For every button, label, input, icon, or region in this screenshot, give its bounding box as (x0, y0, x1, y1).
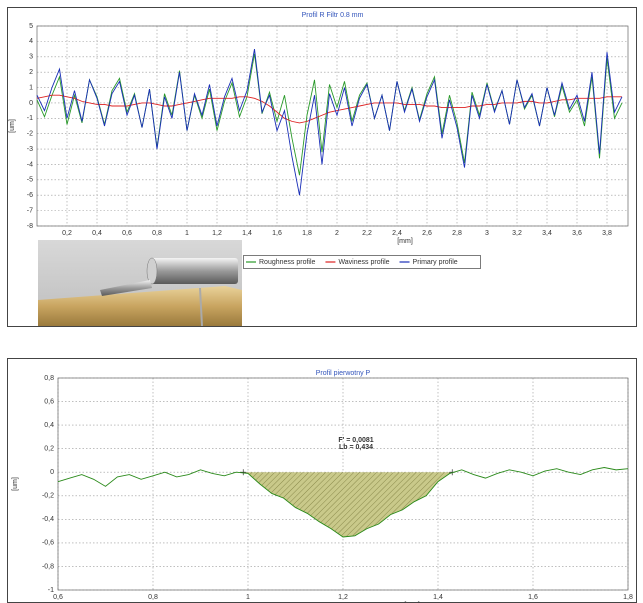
stylus-photo (38, 240, 242, 327)
x-tick-label: 1,2 (338, 594, 348, 601)
y-tick-label: -6 (27, 192, 33, 199)
y-axis-label: [um] (9, 119, 16, 133)
legend-label: Roughness profile (259, 259, 316, 266)
x-tick-label: 3,4 (542, 230, 552, 237)
x-tick-label: 2,2 (362, 230, 372, 237)
y-tick-label: -1 (48, 587, 54, 594)
x-tick-label: 1,8 (302, 230, 312, 237)
x-tick-label: 2,4 (392, 230, 402, 237)
x-tick-label: 1,8 (623, 594, 633, 601)
x-tick-label: 1 (246, 594, 250, 601)
y-tick-label: -0,2 (42, 493, 54, 500)
annotation: Lb = 0,434 (339, 444, 373, 451)
y-tick-label: 4 (29, 38, 33, 45)
y-tick-label: 0 (29, 100, 33, 107)
x-tick-label: 3,2 (512, 230, 522, 237)
y-tick-label: 0,8 (44, 375, 54, 382)
y-tick-label: 5 (29, 23, 33, 30)
y-tick-label: -1 (27, 115, 33, 122)
y-tick-label: -5 (27, 177, 33, 184)
y-axis-label: [um] (12, 477, 19, 491)
y-tick-label: -4 (27, 161, 33, 168)
x-tick-label: 2 (335, 230, 339, 237)
y-tick-label: 0,4 (44, 422, 54, 429)
x-tick-label: 2,8 (452, 230, 462, 237)
y-tick-label: 2 (29, 69, 33, 76)
plot-frame (36, 25, 629, 227)
x-tick-label: 3,8 (602, 230, 612, 237)
x-tick-label: 1,6 (528, 594, 538, 601)
x-tick-label: 0,2 (62, 230, 72, 237)
legend-label: Primary profile (413, 259, 458, 266)
x-tick-label: 3,6 (572, 230, 582, 237)
y-tick-label: 0,2 (44, 446, 54, 453)
x-axis-label: [mm] (397, 238, 413, 245)
y-tick-label: 0,6 (44, 398, 54, 405)
shaded-area (243, 472, 453, 537)
y-tick-label: 1 (29, 84, 33, 91)
chart-title: Profil pierwotny P (316, 370, 371, 377)
x-tick-label: 0,8 (148, 594, 158, 601)
annotation: F' = 0,0081 (338, 437, 373, 444)
panel-border (7, 7, 637, 327)
legend-box (243, 255, 481, 269)
y-tick-label: 3 (29, 54, 33, 61)
series-line (36, 49, 623, 196)
x-tick-label: 0,8 (152, 230, 162, 237)
y-tick-label: -7 (27, 207, 33, 214)
shade-marker (240, 469, 247, 476)
y-tick-label: 0 (50, 469, 54, 476)
x-tick-label: 0,4 (92, 230, 102, 237)
x-tick-label: 0,6 (53, 594, 63, 601)
x-tick-label: 2,6 (422, 230, 432, 237)
x-tick-label: 1,6 (272, 230, 282, 237)
legend-label: Waviness profile (338, 259, 389, 266)
y-tick-label: -8 (27, 223, 33, 230)
y-tick-label: -2 (27, 131, 33, 138)
plot-frame (57, 377, 629, 591)
x-tick-label: 0,6 (122, 230, 132, 237)
x-axis-label: [mm] (404, 602, 420, 603)
x-tick-label: 1,2 (212, 230, 222, 237)
series-line (57, 467, 629, 538)
x-tick-label: 3 (485, 230, 489, 237)
series-line (36, 53, 623, 176)
y-tick-label: -3 (27, 146, 33, 153)
x-tick-label: 1 (185, 230, 189, 237)
y-tick-label: -0,6 (42, 540, 54, 547)
y-tick-label: -0,8 (42, 563, 54, 570)
y-tick-label: -0,4 (42, 516, 54, 523)
series-line (36, 94, 622, 124)
x-tick-label: 1,4 (242, 230, 252, 237)
x-tick-label: 1,4 (433, 594, 443, 601)
chart-title: Profil R Filtr 0.8 mm (302, 12, 364, 19)
